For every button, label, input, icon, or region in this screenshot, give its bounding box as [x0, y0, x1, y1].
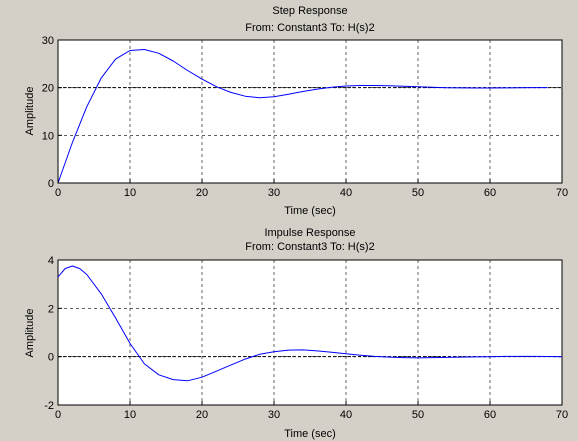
response-trace [57, 265, 563, 382]
x-tick-label: 30 [268, 409, 280, 421]
y-tick-label: 10 [42, 130, 54, 142]
step-traces [57, 49, 548, 184]
impulse-axes-background [57, 259, 563, 406]
x-tick-label: 40 [340, 409, 352, 421]
x-tick-label: 0 [55, 409, 61, 421]
step-y-ticks: 0 10 20 30 [42, 35, 62, 190]
step-x-ticks: 0 10 20 30 40 50 60 70 [55, 179, 568, 199]
impulse-y-ticks: -2 0 2 4 [44, 255, 62, 412]
impulse-x-ticks: 0 10 20 30 40 50 60 70 [55, 401, 568, 421]
x-tick-label: 70 [556, 187, 568, 199]
x-tick-label: 70 [556, 409, 568, 421]
x-tick-label: 60 [484, 409, 496, 421]
y-tick-label: 0 [48, 178, 54, 190]
impulse-response-plot: Impulse Response From: Constant3 To: H(s… [24, 227, 568, 440]
y-tick-label: -2 [44, 400, 54, 412]
y-tick-label: 2 [48, 303, 54, 315]
x-tick-label: 0 [55, 187, 61, 199]
step-y-axis-label: Amplitude [24, 87, 36, 136]
step-response-plot: Step Response From: Constant3 To: H(s)2 … [24, 5, 568, 217]
step-plot-title: Step Response [272, 5, 347, 17]
x-tick-label: 50 [412, 187, 424, 199]
x-tick-label: 10 [124, 409, 136, 421]
impulse-plot-title: Impulse Response [264, 227, 355, 239]
x-tick-label: 40 [340, 187, 352, 199]
step-axes-background [57, 39, 563, 184]
impulse-plot-subtitle: From: Constant3 To: H(s)2 [245, 241, 374, 253]
response-trace [57, 49, 548, 184]
impulse-y-axis-label: Amplitude [24, 309, 36, 358]
y-tick-label: 30 [42, 35, 54, 47]
y-tick-label: 0 [48, 352, 54, 364]
x-tick-label: 60 [484, 187, 496, 199]
impulse-traces [57, 265, 563, 382]
step-x-axis-label: Time (sec) [284, 205, 336, 217]
step-plot-subtitle: From: Constant3 To: H(s)2 [245, 22, 374, 34]
x-tick-label: 10 [124, 187, 136, 199]
impulse-x-axis-label: Time (sec) [284, 428, 336, 440]
x-tick-label: 20 [196, 187, 208, 199]
y-tick-label: 20 [42, 83, 54, 95]
x-tick-label: 20 [196, 409, 208, 421]
x-tick-label: 50 [412, 409, 424, 421]
x-tick-label: 30 [268, 187, 280, 199]
y-tick-label: 4 [48, 255, 54, 267]
